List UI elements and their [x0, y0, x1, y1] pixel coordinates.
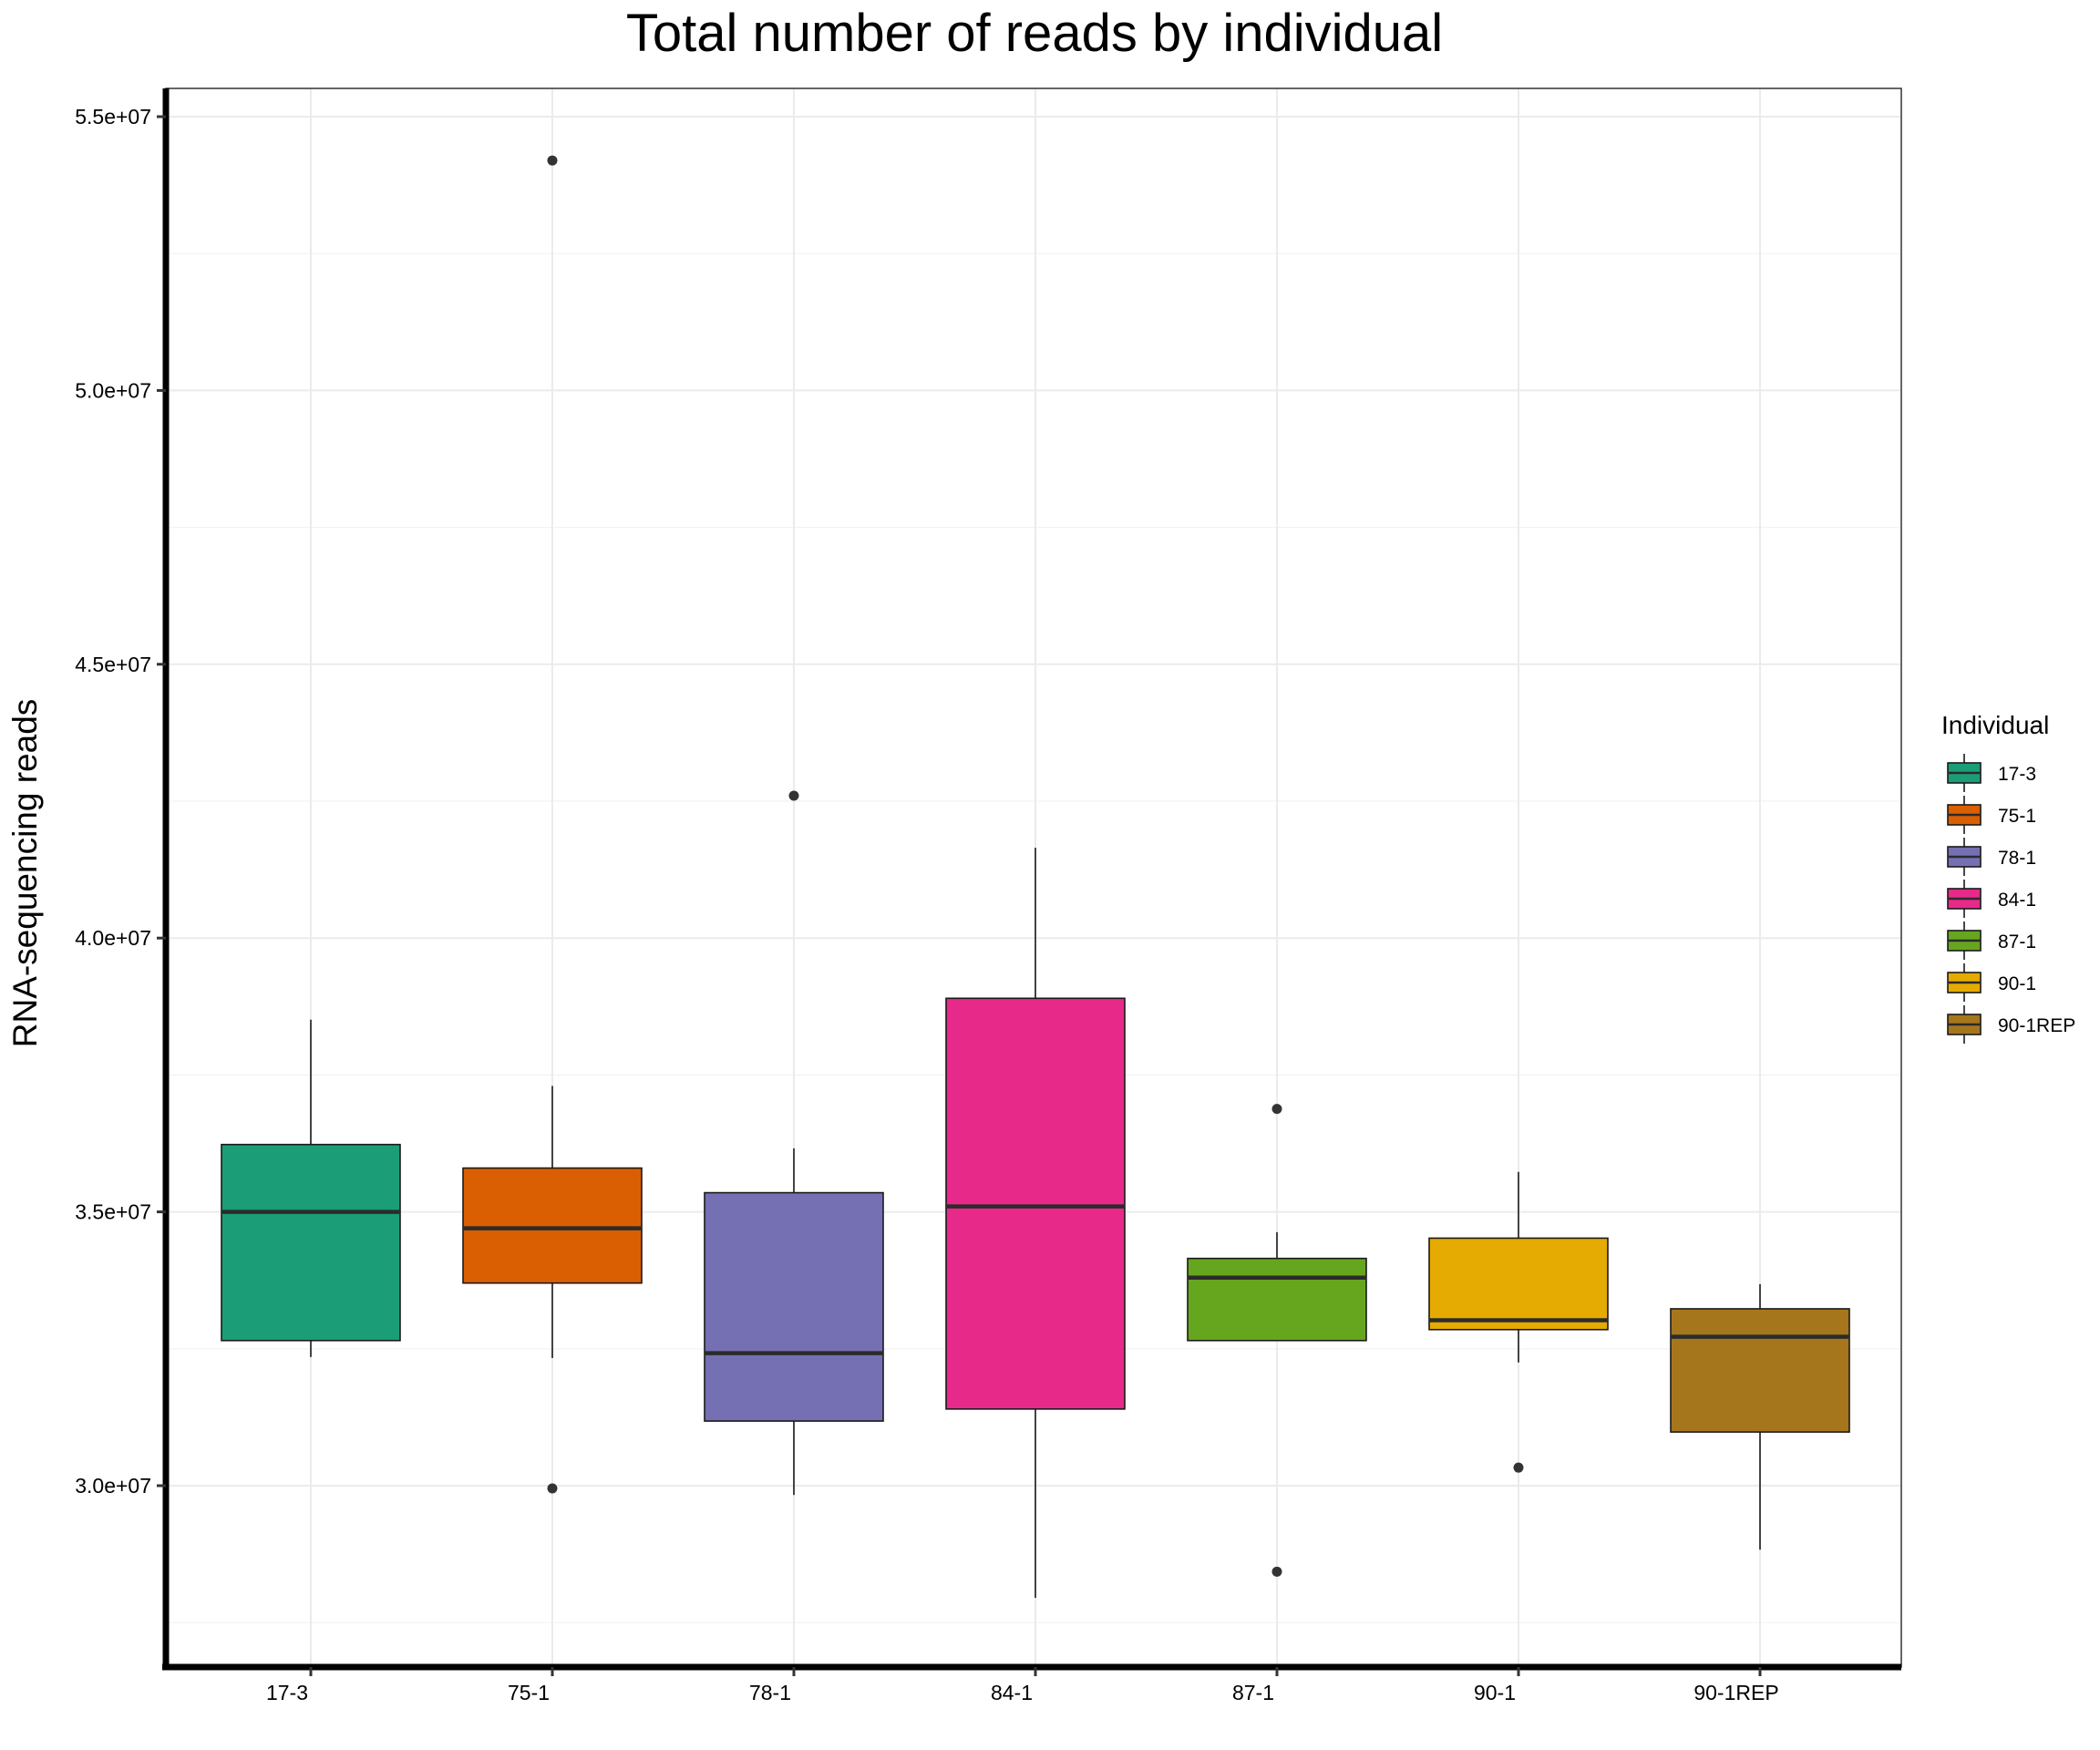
box-17-3: [221, 1019, 401, 1357]
legend-label: 17-3: [1998, 764, 2036, 785]
axes: 3.0e+07 3.5e+07 4.0e+07 4.5e+07 5.0e+07 5.5e+…: [75, 88, 1901, 1704]
legend-item-75-1: 75-1: [1947, 796, 2036, 834]
x-tick-label: 84-1: [991, 1681, 1033, 1704]
plot-panel-border: [165, 88, 1902, 1668]
y-tick-label: 3.5e+07: [75, 1200, 151, 1224]
box-body: [462, 1167, 643, 1284]
boxes: [221, 155, 1850, 1599]
grid-lines: [166, 88, 1901, 1667]
box-90-1: [1428, 1171, 1609, 1473]
y-tick-label: 3.0e+07: [75, 1474, 151, 1498]
y-tick-label: 5.0e+07: [75, 378, 151, 402]
legend: Individual 17-3 75-1 78-1 84-1 87-1 90-1 90-1R…: [1941, 711, 2075, 1044]
x-tick-label: 78-1: [749, 1681, 791, 1704]
outlier-point: [788, 790, 799, 801]
box-body: [945, 997, 1126, 1410]
legend-item-17-3: 17-3: [1947, 754, 2036, 792]
x-tick-label: 17-3: [266, 1681, 308, 1704]
y-tick-label: 4.5e+07: [75, 653, 151, 676]
legend-item-78-1: 78-1: [1947, 838, 2036, 876]
legend-label: 90-1: [1998, 973, 2036, 994]
box-90-1REP: [1670, 1283, 1850, 1550]
legend-label: 87-1: [1998, 932, 2036, 952]
chart-title: Total number of reads by individual: [626, 4, 1443, 63]
legend-item-87-1: 87-1: [1947, 921, 2036, 960]
box-body: [704, 1191, 884, 1422]
box-body: [1670, 1308, 1850, 1433]
x-tick-label: 90-1REP: [1693, 1681, 1778, 1704]
x-tick-label: 75-1: [508, 1681, 550, 1704]
box-body: [1428, 1237, 1609, 1331]
box-75-1: [462, 155, 643, 1494]
outlier-point: [547, 155, 558, 166]
legend-label: 90-1REP: [1998, 1015, 2075, 1036]
box-87-1: [1187, 1104, 1367, 1577]
box-84-1: [945, 848, 1126, 1599]
y-tick-label: 5.5e+07: [75, 105, 151, 129]
y-tick-label: 4.0e+07: [75, 926, 151, 950]
legend-item-90-1: 90-1: [1947, 963, 2036, 1002]
legend-label: 78-1: [1998, 848, 2036, 869]
box-body: [221, 1143, 401, 1342]
box-body: [1187, 1257, 1367, 1342]
outlier-point: [547, 1483, 558, 1494]
outlier-point: [1271, 1566, 1282, 1577]
legend-title: Individual: [1941, 711, 2049, 739]
legend-item-90-1REP: 90-1REP: [1947, 1005, 2075, 1044]
x-tick-label: 90-1: [1474, 1681, 1516, 1704]
legend-item-84-1: 84-1: [1947, 880, 2036, 918]
legend-label: 75-1: [1998, 806, 2036, 827]
box-78-1: [704, 790, 884, 1496]
y-axis-title: RNA-sequencing reads: [6, 699, 44, 1048]
x-tick-label: 87-1: [1232, 1681, 1274, 1704]
outlier-point: [1513, 1462, 1524, 1473]
outlier-point: [1271, 1104, 1282, 1115]
legend-label: 84-1: [1998, 890, 2036, 911]
